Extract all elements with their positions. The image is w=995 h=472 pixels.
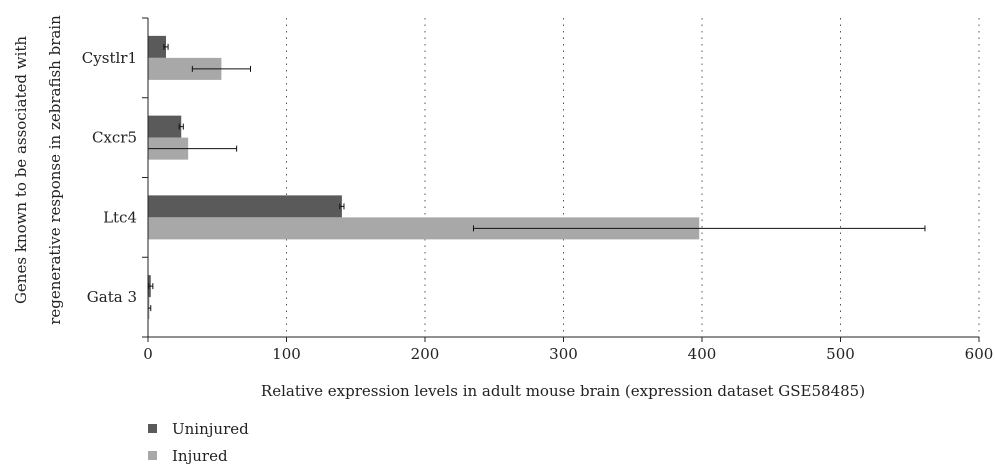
y-axis-categories: Cystlr1 Cxcr5 Ltc4 Gata 3 — [82, 17, 148, 338]
gridlines — [286, 18, 980, 337]
x-tick-label: 500 — [826, 345, 855, 363]
category-label: Gata 3 — [87, 288, 137, 306]
bar-uninjured — [148, 195, 342, 218]
legend-swatch-injured — [148, 451, 157, 460]
x-axis-title: Relative expression levels in adult mous… — [261, 382, 865, 400]
x-tick-label: 600 — [965, 345, 994, 363]
axes — [147, 18, 979, 338]
bar-injured — [148, 217, 700, 240]
y-axis-title-line-2: regenerative response in zebrafish brain — [46, 15, 64, 325]
y-axis-title-line-1: Genes known to be associated with — [12, 36, 30, 304]
bar-uninjured — [148, 115, 182, 138]
category-label: Cxcr5 — [92, 129, 137, 147]
bar-uninjured — [148, 35, 167, 58]
legend-label-injured: Injured — [172, 447, 228, 465]
bar-injured — [148, 57, 222, 80]
category-label: Cystlr1 — [82, 49, 137, 67]
x-tick-label: 100 — [272, 345, 301, 363]
x-tick-label: 0 — [143, 345, 153, 363]
bars — [148, 35, 700, 320]
x-tick-label: 400 — [688, 345, 717, 363]
legend-label-uninjured: Uninjured — [172, 420, 249, 438]
legend-swatch-uninjured — [148, 424, 157, 433]
category-label: Ltc4 — [103, 208, 137, 226]
y-axis-title: Genes known to be associated with regene… — [12, 15, 64, 325]
legend: Uninjured Injured — [148, 420, 249, 465]
x-axis-ticks: 0 100 200 300 400 500 600 — [143, 337, 993, 363]
x-tick-label: 200 — [411, 345, 440, 363]
x-tick-label: 300 — [549, 345, 578, 363]
error-bars — [147, 43, 926, 312]
